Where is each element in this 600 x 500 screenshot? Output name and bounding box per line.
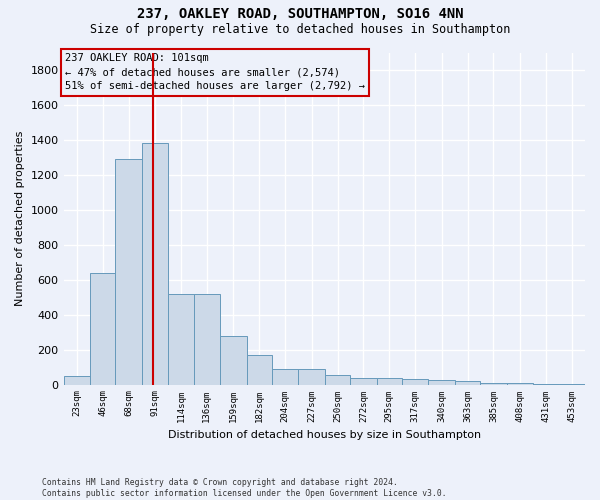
- Text: Contains HM Land Registry data © Crown copyright and database right 2024.
Contai: Contains HM Land Registry data © Crown c…: [42, 478, 446, 498]
- Bar: [168, 294, 194, 384]
- Bar: [194, 294, 220, 384]
- Text: Size of property relative to detached houses in Southampton: Size of property relative to detached ho…: [90, 22, 510, 36]
- Text: 237, OAKLEY ROAD, SOUTHAMPTON, SO16 4NN: 237, OAKLEY ROAD, SOUTHAMPTON, SO16 4NN: [137, 8, 463, 22]
- Bar: [350, 378, 377, 384]
- Bar: [247, 355, 272, 384]
- Y-axis label: Number of detached properties: Number of detached properties: [15, 131, 25, 306]
- Text: 237 OAKLEY ROAD: 101sqm
← 47% of detached houses are smaller (2,574)
51% of semi: 237 OAKLEY ROAD: 101sqm ← 47% of detache…: [65, 54, 365, 92]
- Bar: [298, 369, 325, 384]
- Bar: [142, 144, 168, 384]
- X-axis label: Distribution of detached houses by size in Southampton: Distribution of detached houses by size …: [168, 430, 481, 440]
- Bar: [272, 369, 298, 384]
- Bar: [507, 383, 533, 384]
- Bar: [325, 375, 350, 384]
- Bar: [115, 159, 142, 384]
- Bar: [455, 381, 480, 384]
- Bar: [377, 378, 402, 384]
- Bar: [90, 272, 115, 384]
- Bar: [402, 380, 428, 384]
- Bar: [480, 383, 507, 384]
- Bar: [428, 380, 455, 384]
- Bar: [64, 376, 90, 384]
- Bar: [220, 336, 247, 384]
